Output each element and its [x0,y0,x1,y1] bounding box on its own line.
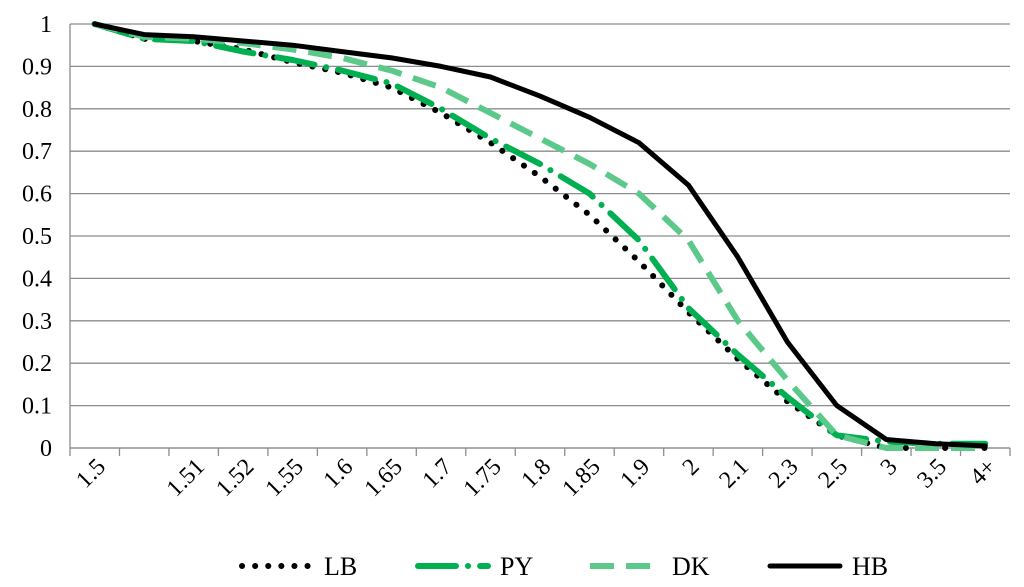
gridlines [70,23,1010,449]
x-tick-label: 1.5 [71,454,111,494]
x-tick-label: 1.51 [162,454,210,502]
x-tick-label: 2.5 [813,454,853,494]
x-tick-label: 1.6 [319,454,359,494]
y-tick-label: 0 [40,436,52,462]
x-axis: 1.5 1.51 1.52 1.55 1.6 1.65 1.7 1.75 1.8 1.85 1.9 2… [69,447,1011,502]
legend-label-hb: HB [852,552,888,581]
series-line-hb [92,21,988,449]
x-tick-label: 1.85 [558,454,606,502]
x-tick-label: 2 [678,454,705,481]
x-tick-label: 2.3 [764,454,804,494]
y-tick-label: 1 [40,12,52,38]
y-axis: 0 0.1 0.2 0.3 0.4 0.5 0.6 0.7 0.8 0.9 1 [22,12,71,462]
x-tick-label: 1.9 [616,454,656,494]
legend-label-py: PY [500,552,533,581]
x-tick-label: 3 [876,454,903,481]
legend-label-lb: LB [324,552,357,581]
x-tick-label: 1.8 [517,454,557,494]
legend-label-dk: DK [672,552,710,581]
y-tick-label: 0.7 [22,139,52,165]
x-tick-label: 1.65 [360,454,408,502]
x-tick-label: 1.7 [418,454,458,494]
y-tick-label: 0.8 [22,97,52,123]
y-tick-label: 0.1 [22,394,52,420]
y-tick-label: 0.3 [22,309,52,335]
y-tick-label: 0.5 [22,224,52,250]
legend: LB PY DK HB [239,552,888,581]
x-tick-label: 1.52 [211,454,259,502]
x-tick-label: 2.1 [715,454,755,494]
y-tick-label: 0.6 [22,182,52,208]
x-tick-label: 4+ [965,454,1001,490]
x-tick-label: 1.75 [459,454,507,502]
plot-area [91,21,989,451]
series-line-py [91,21,989,447]
y-tick-label: 0.9 [22,54,52,80]
y-tick-label: 0.2 [22,351,52,377]
y-tick-label: 0.4 [22,266,52,292]
x-tick-label: 3.5 [912,454,952,494]
x-tick-label: 1.55 [261,454,309,502]
